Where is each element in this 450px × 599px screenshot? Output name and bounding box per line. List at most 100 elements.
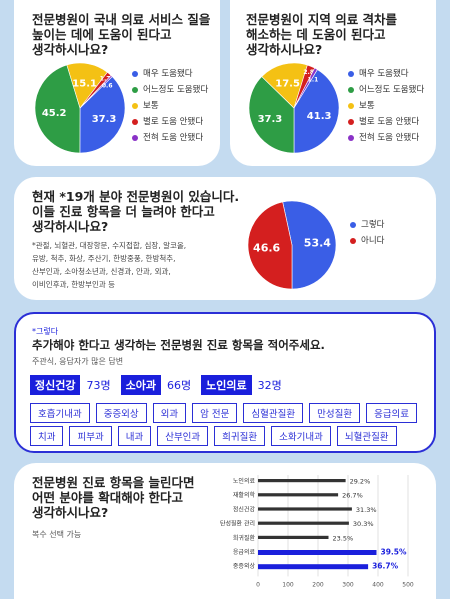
answer-chip: 피부과 [69,426,112,446]
bar [258,479,346,483]
legend-item: 어느정도 도움됐다 [132,82,208,98]
legend-label: 그렇다 [361,220,385,230]
legend-dot [348,71,354,77]
pie-value-label: 0.6 [102,82,113,89]
answer-chips-row2: 치과 피부과 내과 산부인과 희귀질환 소화기내과 뇌혈관질환 [30,426,397,446]
legend-item: 별로 도움 안됐다 [132,114,208,130]
q3-title: 현재 *19개 분야 전문병원이 있습니다. 이들 진료 항목을 더 늘려야 한… [32,189,240,234]
bar-value-label: 29.2% [350,478,371,486]
pie-value-label: 46.6 [253,242,280,255]
legend-dot [350,222,356,228]
pie-slice [293,67,318,109]
card-q1: 전문병원이 국내 의료 서비스 질을 높이는 데에 도움이 된다고 생각하시나요… [14,0,220,166]
x-tick-label: 100 [282,581,294,588]
legend-dot [132,71,138,77]
x-tick-label: 400 [372,581,384,588]
pie-slice [34,64,81,154]
top-answer-3: 노인의료 32명 [201,375,282,395]
answer-chip: 중증외상 [95,403,147,423]
q1-pie-chart: 37.3 45.2 15.1 1.70.6 [34,62,126,154]
legend-item: 전혀 도움 안됐다 [132,130,208,146]
card-q3: 현재 *19개 분야 전문병원이 있습니다. 이들 진료 항목을 더 늘려야 한… [14,177,436,300]
legend-label: 아니다 [361,236,385,246]
pie-value-label: 1.1 [308,76,319,83]
q1-title: 전문병원이 국내 의료 서비스 질을 높이는 데에 도움이 된다고 생각하시나요… [32,12,211,57]
answer-chip: 뇌혈관질환 [336,426,397,446]
q5-sub: 복수 선택 가능 [32,530,82,539]
bar [258,493,339,497]
q5-bar-chart: 0 100 200 300 400 500 노인의료 29.2% 재활의학 26.7% 정신건강 31… [220,475,414,588]
bar [258,535,329,539]
pie-slice [248,76,295,154]
card-q5: 전문병원 진료 항목을 늘린다면 어떤 분야를 확대해야 한다고 생각하시나요?… [14,463,436,599]
top-answer-label: 소아과 [120,375,161,395]
pie-slice [293,69,340,154]
q4-sub: 주관식, 응답자가 많은 답변 [32,357,124,366]
pie-slice [79,74,113,109]
bar-value-label: 36.7% [372,562,399,571]
legend-dot [132,135,138,141]
legend-dot [132,87,138,93]
q2-pie-chart: 41.3 37.3 17.52.81.1 [248,62,340,154]
legend-dot [348,103,354,109]
category-label: 탄성질환 관리 [220,520,255,528]
legend-label: 보통 [143,101,159,111]
legend-dot [348,135,354,141]
q2-title: 전문병원이 지역 의료 격차를 해소하는 데 도움이 된다고 생각하시나요? [246,12,398,57]
legend-label: 어느정도 도움됐다 [143,85,209,95]
pie-value-label: 37.3 [92,114,117,125]
bar-value-label: 31.3% [356,506,377,514]
legend-item: 매우 도움됐다 [348,66,424,82]
top-answer-count: 32명 [257,379,282,392]
bar [258,550,377,555]
legend-dot [350,238,356,244]
legend-item: 별로 도움 안됐다 [348,114,424,130]
legend-dot [132,119,138,125]
category-label: 노인의료 [233,477,256,485]
answer-chip: 소화기내과 [271,426,331,446]
legend-label: 별로 도움 안됐다 [143,117,204,127]
q4-top-answers: 정신건강 73명 소아과 66명 노인의료 32명 [30,375,282,395]
legend-item: 보통 [132,98,208,114]
bar-value-label: 39.5% [381,548,408,557]
card-q2: 전문병원이 지역 의료 격차를 해소하는 데 도움이 된다고 생각하시나요? 4… [230,0,436,166]
answer-chip: 만성질환 [309,403,361,423]
pie-value-label: 17.5 [275,79,300,90]
pie-value-label: 2.8 [303,69,314,76]
pie-value-label: 1.7 [100,76,111,83]
legend-label: 어느정도 도움됐다 [359,85,425,95]
legend-item: 전혀 도움 안됐다 [348,130,424,146]
x-tick-label: 500 [402,581,414,588]
x-tick-label: 0 [256,581,260,588]
answer-chip: 내과 [117,426,152,446]
category-label: 정신건강 [233,505,256,513]
q5-title: 전문병원 진료 항목을 늘린다면 어떤 분야를 확대해야 한다고 생각하시나요? [32,475,195,520]
pie-slice [261,62,308,109]
top-answer-count: 73명 [86,379,111,392]
category-label: 희귀질환 [233,534,256,542]
pie-value-label: 45.2 [42,108,67,119]
top-answer-2: 소아과 66명 [120,375,192,395]
pie-value-label: 15.1 [72,78,97,89]
answer-chip: 외과 [152,403,187,423]
legend-label: 보통 [359,101,375,111]
answer-chip: 희귀질환 [214,426,266,446]
bar-value-label: 26.7% [342,492,363,500]
answer-chip: 호흡기내과 [30,403,90,423]
top-answer-count: 66명 [166,379,192,392]
legend-item: 보통 [348,98,424,114]
legend-label: 매우 도움됐다 [143,69,193,79]
pie-value-label: 37.3 [258,114,283,125]
q3-pie-chart: 53.4 46.6 [247,200,337,290]
pie-value-label: 41.3 [307,111,332,122]
bar-value-label: 23.5% [333,534,354,542]
bar [258,564,369,570]
category-label: 응급의료 [233,548,256,556]
legend-dot [348,119,354,125]
pie-value-label: 53.4 [304,236,331,249]
legend-item: 매우 도움됐다 [132,66,208,82]
answer-chip: 심혈관질환 [243,403,304,423]
